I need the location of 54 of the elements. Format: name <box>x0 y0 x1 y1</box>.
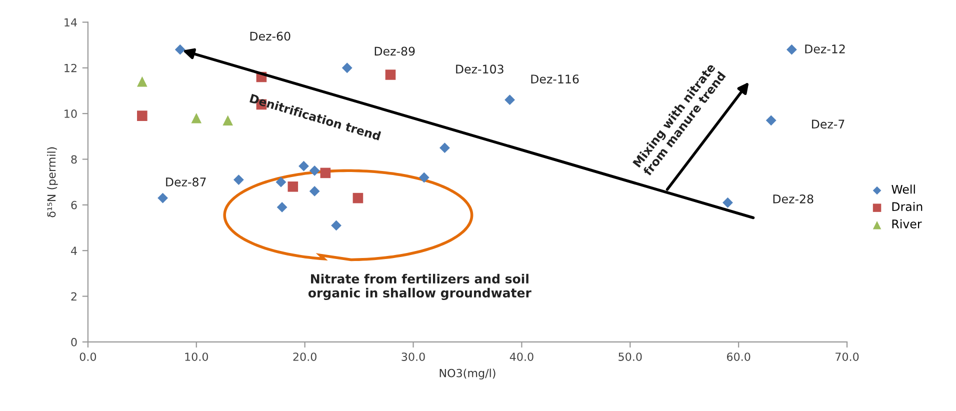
y-axis-title: δ¹⁵N (permil) <box>47 147 58 218</box>
point <box>352 192 364 204</box>
annotation: Nitrate from fertilizers and soil organic in shallow groundwater <box>308 274 532 300</box>
annotation: Dez-87 <box>166 178 206 186</box>
point <box>320 168 331 178</box>
x-tick-label: 60.0 <box>726 352 750 361</box>
y-tick-label: 12 <box>64 64 76 72</box>
y-tick-label: 2 <box>71 292 76 300</box>
point <box>288 181 298 192</box>
point <box>298 160 309 172</box>
annotation: Dez-28 <box>773 194 814 204</box>
x-tick-label: 50.0 <box>618 352 642 361</box>
x-tick-label: 0.0 <box>80 352 96 361</box>
legend-label: Drain <box>892 202 922 212</box>
point <box>276 202 288 212</box>
y-tick-label: 10 <box>64 110 77 118</box>
point <box>233 174 244 185</box>
point <box>158 192 168 204</box>
annotation: Dez-7 <box>812 120 844 129</box>
point <box>385 70 396 80</box>
point <box>222 115 233 126</box>
y-tick-label: 6 <box>71 200 77 210</box>
x-tick-label: 10.0 <box>185 352 208 361</box>
point <box>722 197 733 208</box>
point <box>342 62 352 74</box>
point <box>137 110 148 121</box>
point <box>137 76 148 87</box>
point <box>331 220 342 231</box>
y-tick-label: 8 <box>71 155 77 164</box>
point <box>418 172 430 183</box>
x-tick-label: 30.0 <box>402 352 425 361</box>
legend-label: Well <box>892 184 915 194</box>
annotation: Dez-60 <box>250 32 290 41</box>
point <box>276 176 286 188</box>
y-tick-label: 14 <box>64 18 77 26</box>
legend-label: River <box>892 219 922 228</box>
point <box>174 44 186 55</box>
x-tick-label: 40.0 <box>510 352 534 361</box>
point <box>440 142 450 154</box>
point <box>309 165 320 176</box>
annotation: Dez-89 <box>374 46 415 56</box>
y-tick-label: 0 <box>71 338 77 346</box>
annotation: Dez-103 <box>456 64 504 74</box>
x-axis-title: NO3(mg/l) <box>440 368 496 380</box>
point <box>504 94 515 106</box>
point <box>309 186 320 196</box>
x-tick-label: 20.0 <box>293 352 316 361</box>
point <box>191 112 202 124</box>
y-tick-label: 4 <box>71 246 77 255</box>
point <box>786 44 797 55</box>
annotation: Dez-116 <box>531 74 579 84</box>
point <box>766 115 776 126</box>
x-tick-label: 70.0 <box>836 352 859 361</box>
annotation: Dez-12 <box>805 44 845 54</box>
